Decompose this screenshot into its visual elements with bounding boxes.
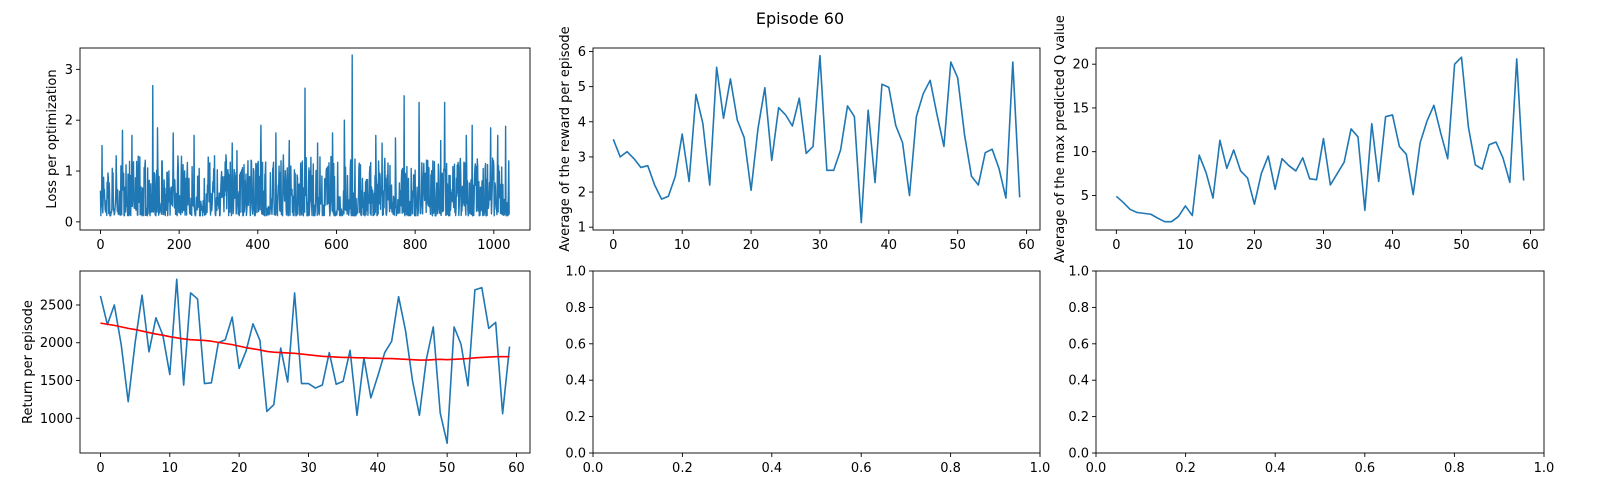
y-tick-label-reward: 6 [578,45,586,60]
x-tick-label-return: 50 [439,461,456,476]
x-tick-label-reward: 40 [881,238,898,253]
y-tick-label-empty1: 1.0 [565,265,586,280]
x-tick-label-empty2: 0.8 [1444,461,1465,476]
panel-qvalue: 0 10 20 30 40 50 60 5 10 15 20 Average of the max p… [1053,15,1545,263]
figure-title: Episode 60 [756,9,844,28]
panel-reward: 0 10 20 30 40 50 60 1 2 3 4 5 6 Average of the reward… [558,26,1041,253]
y-tick-label-return: 2500 [40,298,73,313]
y-tick-label-qvalue: 10 [1072,145,1089,160]
y-tick-label-loss: 0 [65,215,73,230]
x-tick-label-empty1: 0.2 [672,461,693,476]
x-tick-label-empty1: 0.6 [851,461,872,476]
x-tick-label-reward: 50 [949,238,966,253]
y-tick-label-empty2: 0.4 [1068,374,1089,389]
series-group-qvalue [1115,56,1525,223]
x-tick-label-return: 60 [508,461,525,476]
x-tick-label-loss: 0 [96,238,104,253]
y-tick-label-loss: 3 [65,63,73,78]
x-tick-label-empty1: 1.0 [1030,461,1051,476]
x-tick-label-empty2: 1.0 [1534,461,1555,476]
x-tick-label-return: 30 [300,461,317,476]
x-tick-label-empty2: 0.2 [1175,461,1196,476]
panel-empty1: 0.0 0.2 0.4 0.6 0.8 1.0 0.0 0.2 0.4 0.6 0.8 1.0 [565,265,1050,477]
axes-frame-qvalue [1095,47,1545,231]
x-tick-label-qvalue: 50 [1453,238,1470,253]
y-tick-label-empty1: 0.6 [565,337,586,352]
x-tick-label-qvalue: 60 [1522,238,1539,253]
y-tick-label-empty2: 0.0 [1068,447,1089,462]
series-line-return [99,278,511,444]
x-tick-label-return: 40 [370,461,387,476]
x-tick-label-reward: 0 [609,238,617,253]
series-line-reward [612,54,1021,224]
y-tick-label-empty1: 0.8 [565,301,586,316]
y-tick-label-empty2: 0.2 [1068,410,1089,425]
y-tick-label-qvalue: 15 [1072,101,1089,116]
x-tick-label-reward: 10 [674,238,691,253]
x-tick-label-qvalue: 40 [1384,238,1401,253]
x-tick-label-empty2: 0.4 [1265,461,1286,476]
x-tick-label-empty1: 0.0 [583,461,604,476]
x-tick-label-loss: 600 [324,238,349,253]
axes-frame-reward [592,47,1041,231]
x-tick-label-loss: 400 [245,238,270,253]
axes-frame-loss [79,47,531,231]
x-tick-label-qvalue: 10 [1177,238,1194,253]
series-line-qvalue [1115,56,1525,223]
y-tick-label-qvalue: 20 [1072,58,1089,73]
y-axis-label-qvalue: Average of the max predicted Q value [1053,15,1068,263]
y-tick-label-return: 1500 [40,374,73,389]
x-tick-label-reward: 60 [1018,238,1035,253]
y-tick-label-reward: 4 [578,115,586,130]
loss-series-line [99,54,510,217]
axes-frame-return [79,270,531,454]
y-tick-label-reward: 2 [578,186,586,201]
x-tick-label-return: 10 [162,461,179,476]
x-tick-label-loss: 800 [403,238,428,253]
y-tick-label-return: 1000 [40,412,73,427]
y-tick-label-loss: 1 [65,165,73,180]
x-tick-label-reward: 20 [743,238,760,253]
y-tick-label-return: 2000 [40,336,73,351]
x-tick-label-qvalue: 20 [1246,238,1263,253]
axes-frame-empty2 [1095,270,1545,454]
y-tick-label-empty1: 0.0 [565,447,586,462]
x-tick-label-empty2: 0.0 [1086,461,1107,476]
x-tick-label-loss: 1000 [477,238,510,253]
y-axis-label-reward: Average of the reward per episode [558,26,573,251]
y-tick-label-empty2: 1.0 [1068,265,1089,280]
x-tick-label-qvalue: 30 [1315,238,1332,253]
panel-empty2: 0.0 0.2 0.4 0.6 0.8 1.0 0.0 0.2 0.4 0.6 0.8 1.0 [1068,265,1554,477]
x-tick-label-reward: 30 [812,238,829,253]
panel-return: 0 10 20 30 40 50 60 1000 1500 2000 2500 Return per … [21,270,531,476]
x-tick-label-qvalue: 0 [1112,238,1120,253]
y-tick-label-empty2: 0.8 [1068,301,1089,316]
y-tick-label-reward: 1 [578,221,586,236]
y-tick-label-reward: 3 [578,150,586,165]
axes-frame-empty1 [592,270,1041,454]
y-tick-label-empty1: 0.2 [565,410,586,425]
x-tick-label-empty2: 0.6 [1354,461,1375,476]
x-tick-label-loss: 200 [167,238,192,253]
y-tick-label-qvalue: 5 [1081,189,1089,204]
x-tick-label-empty1: 0.4 [761,461,782,476]
y-tick-label-reward: 5 [578,80,586,95]
y-axis-label-loss: Loss per optimization [45,69,60,208]
y-tick-label-empty1: 0.4 [565,374,586,389]
series-group-return [99,278,511,444]
series-group-loss [99,54,510,217]
x-tick-label-return: 0 [96,461,104,476]
panel-loss: 0 200 400 600 800 1000 0 1 2 3 Loss per optimizati… [45,47,531,253]
y-tick-label-empty2: 0.6 [1068,337,1089,352]
x-tick-label-empty1: 0.8 [940,461,961,476]
y-tick-label-loss: 2 [65,114,73,129]
y-axis-label-return: Return per episode [21,300,36,424]
series-group-reward [612,54,1021,224]
x-tick-label-return: 20 [231,461,248,476]
moving-average-line-return [100,322,510,361]
